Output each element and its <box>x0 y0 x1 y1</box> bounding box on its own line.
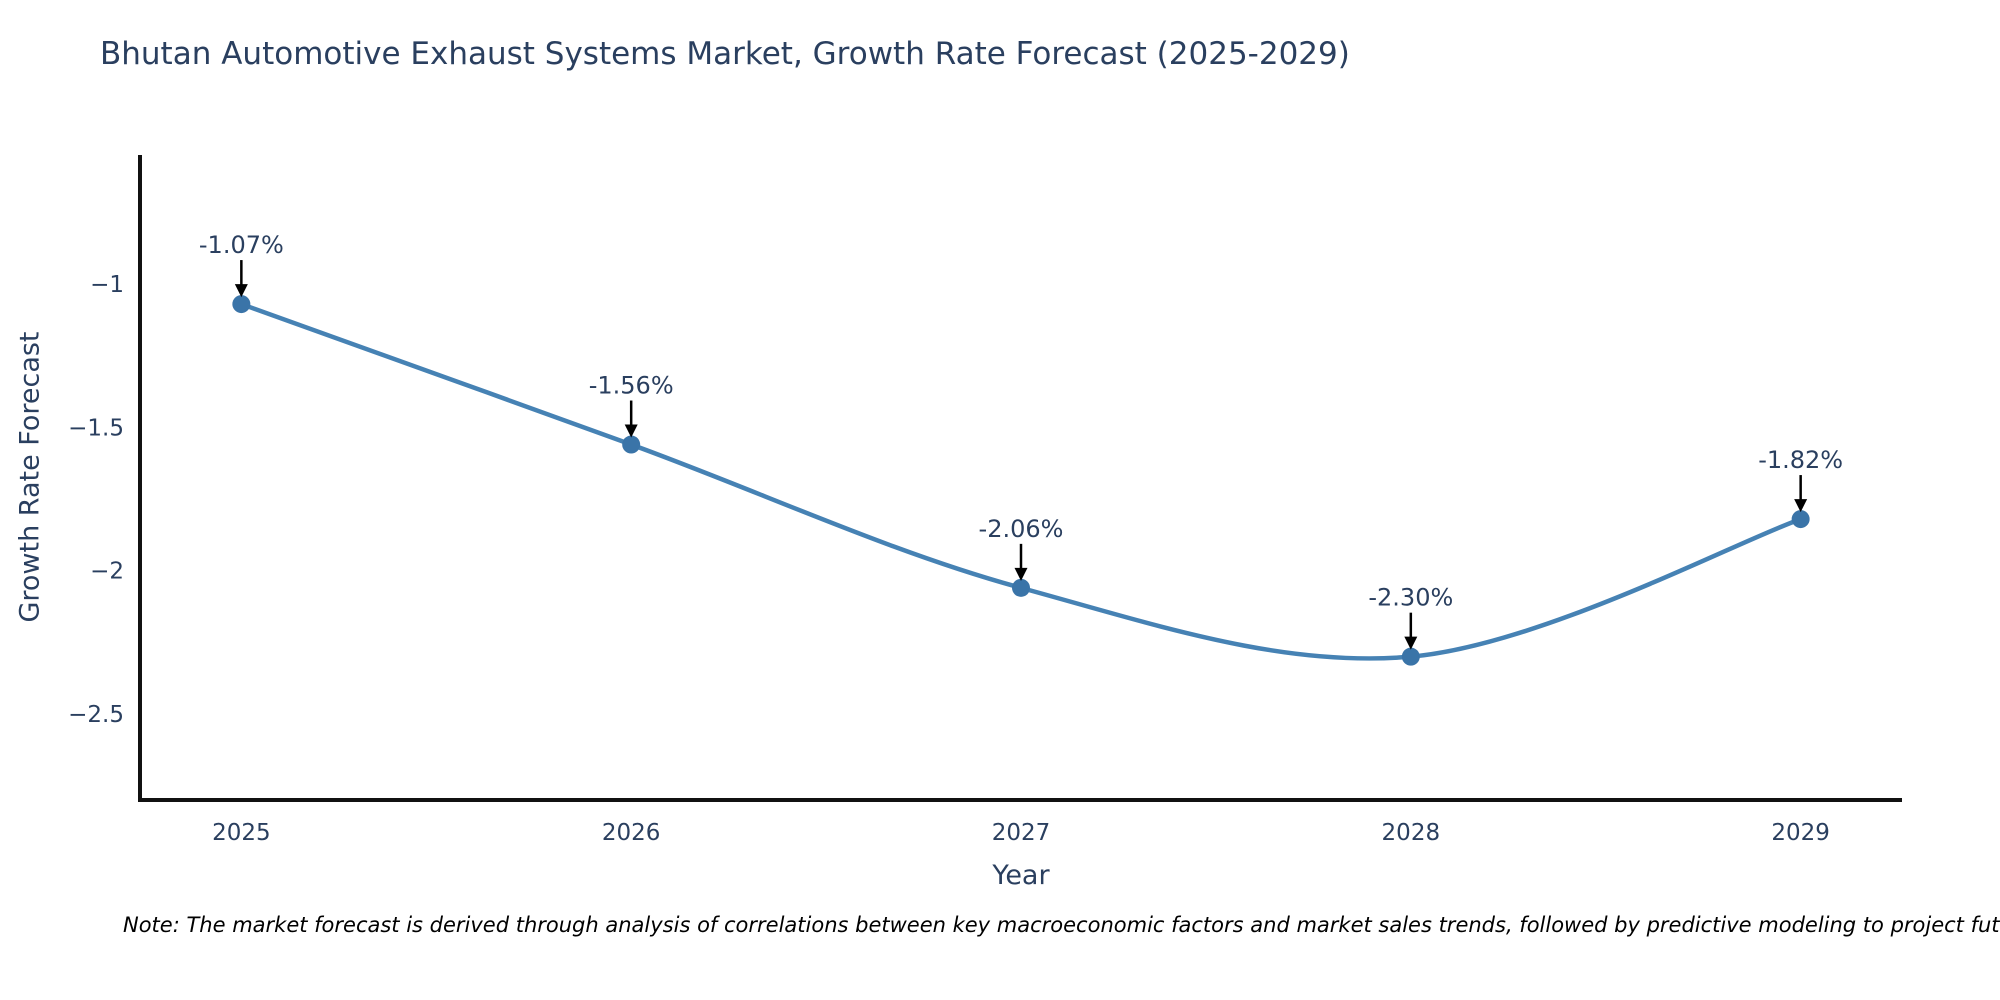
data-point-marker <box>622 435 641 454</box>
x-tick-label: 2029 <box>1771 820 1830 846</box>
annotation-arrow-head <box>1794 499 1808 513</box>
annotation-arrow-head <box>624 424 638 438</box>
y-tick-label: −2.5 <box>68 702 124 728</box>
x-tick-label: 2028 <box>1382 820 1441 846</box>
annotation-label: -1.82% <box>1758 446 1843 474</box>
y-tick-label: −1 <box>90 272 124 298</box>
x-axis-title: Year <box>992 860 1050 891</box>
data-point-marker <box>232 295 251 314</box>
annotation-label: -1.56% <box>589 372 674 400</box>
annotation-arrow-head <box>234 284 248 298</box>
annotation-arrow-head <box>1404 636 1418 650</box>
data-point-marker <box>1791 510 1810 529</box>
x-tick-label: 2025 <box>212 820 271 846</box>
annotation-label: -1.07% <box>199 231 284 259</box>
y-axis-title: Growth Rate Forecast <box>14 331 46 623</box>
footnote: Note: The market forecast is derived thr… <box>123 913 2000 937</box>
chart-title: Bhutan Automotive Exhaust Systems Market… <box>100 36 1350 72</box>
y-tick-label: −2 <box>90 559 124 585</box>
x-tick-label: 2027 <box>992 820 1051 846</box>
annotation-label: -2.06% <box>979 515 1064 543</box>
y-tick-label: −1.5 <box>68 415 124 441</box>
forecast-line <box>239 301 1803 661</box>
data-point-marker <box>1401 647 1420 666</box>
data-point-marker <box>1012 578 1030 597</box>
x-tick-label: 2026 <box>602 820 661 846</box>
annotation-label: -2.30% <box>1368 584 1453 612</box>
annotation-arrow-head <box>1014 567 1028 581</box>
